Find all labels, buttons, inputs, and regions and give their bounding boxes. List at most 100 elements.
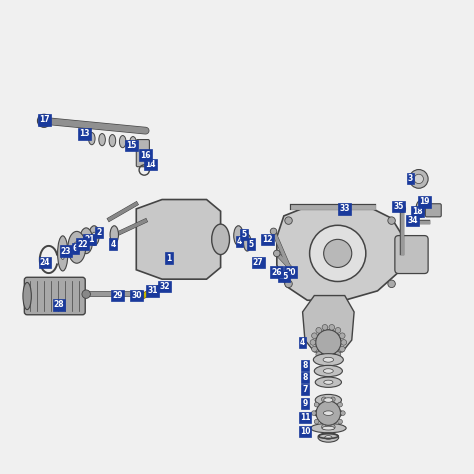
Text: 30: 30	[131, 291, 142, 300]
Circle shape	[311, 411, 316, 416]
Text: 22: 22	[77, 239, 88, 248]
Circle shape	[338, 419, 342, 424]
Circle shape	[410, 170, 428, 188]
Ellipse shape	[130, 137, 137, 149]
Polygon shape	[277, 207, 403, 300]
Text: 5: 5	[241, 230, 246, 239]
Text: 34: 34	[408, 216, 418, 225]
Text: 13: 13	[80, 129, 90, 138]
Text: 16: 16	[140, 151, 151, 160]
Text: 23: 23	[61, 246, 71, 255]
Circle shape	[273, 250, 280, 257]
Ellipse shape	[323, 357, 334, 362]
Circle shape	[398, 205, 406, 213]
Text: 11: 11	[300, 413, 310, 422]
Circle shape	[285, 217, 292, 224]
Circle shape	[311, 333, 317, 338]
Circle shape	[285, 280, 292, 288]
Text: 24: 24	[40, 258, 50, 267]
Text: 27: 27	[253, 258, 264, 267]
Ellipse shape	[73, 242, 81, 253]
Ellipse shape	[244, 234, 251, 251]
FancyBboxPatch shape	[425, 204, 441, 217]
Text: 20: 20	[286, 268, 296, 277]
Text: 4: 4	[110, 239, 116, 248]
Text: 8: 8	[302, 361, 308, 370]
Ellipse shape	[322, 426, 335, 430]
Text: 6: 6	[73, 244, 78, 253]
Polygon shape	[137, 200, 220, 279]
Circle shape	[339, 346, 345, 352]
Ellipse shape	[119, 136, 126, 148]
FancyBboxPatch shape	[137, 139, 149, 167]
Circle shape	[316, 352, 321, 357]
Circle shape	[340, 411, 345, 416]
Circle shape	[329, 325, 335, 330]
Circle shape	[388, 217, 395, 224]
Text: 4: 4	[300, 338, 305, 347]
Ellipse shape	[315, 394, 341, 406]
Ellipse shape	[323, 369, 333, 373]
Circle shape	[136, 291, 143, 298]
Text: 18: 18	[412, 207, 423, 216]
Circle shape	[316, 330, 341, 355]
Ellipse shape	[234, 226, 243, 246]
Circle shape	[338, 402, 342, 407]
Circle shape	[314, 419, 319, 424]
Ellipse shape	[23, 283, 31, 310]
Text: 17: 17	[40, 115, 50, 124]
Circle shape	[330, 425, 335, 429]
Ellipse shape	[315, 377, 341, 387]
Ellipse shape	[323, 411, 333, 415]
Text: 2: 2	[96, 228, 101, 237]
Ellipse shape	[310, 423, 346, 433]
Circle shape	[310, 339, 316, 345]
Text: 4: 4	[237, 237, 242, 246]
Ellipse shape	[110, 226, 118, 244]
Text: 7: 7	[302, 385, 308, 394]
Ellipse shape	[324, 380, 333, 384]
FancyBboxPatch shape	[395, 236, 428, 273]
Circle shape	[414, 174, 423, 183]
Ellipse shape	[89, 133, 95, 145]
Ellipse shape	[325, 436, 332, 439]
Ellipse shape	[324, 398, 333, 402]
Ellipse shape	[212, 224, 229, 255]
Text: 1: 1	[166, 254, 172, 263]
Text: 28: 28	[54, 301, 64, 310]
Ellipse shape	[89, 226, 99, 246]
Ellipse shape	[109, 135, 116, 147]
FancyBboxPatch shape	[24, 277, 85, 315]
Text: 9: 9	[302, 399, 308, 408]
Ellipse shape	[314, 408, 342, 419]
Ellipse shape	[318, 433, 338, 442]
Circle shape	[270, 228, 277, 235]
Circle shape	[311, 346, 317, 352]
Circle shape	[335, 328, 341, 333]
Text: 8: 8	[302, 373, 308, 382]
Ellipse shape	[68, 231, 86, 263]
Ellipse shape	[416, 201, 425, 217]
Text: 33: 33	[339, 204, 350, 213]
Ellipse shape	[99, 134, 105, 146]
Text: 3: 3	[408, 174, 413, 183]
Ellipse shape	[313, 354, 343, 366]
Circle shape	[82, 290, 91, 298]
Ellipse shape	[80, 228, 93, 254]
Circle shape	[341, 339, 346, 345]
Ellipse shape	[92, 232, 96, 239]
Circle shape	[330, 397, 335, 401]
Circle shape	[322, 325, 328, 330]
Circle shape	[321, 397, 326, 401]
Circle shape	[339, 333, 345, 338]
Circle shape	[138, 294, 144, 300]
Circle shape	[335, 352, 341, 357]
Text: 35: 35	[393, 202, 404, 211]
Text: 32: 32	[159, 282, 170, 291]
Ellipse shape	[314, 365, 342, 377]
Ellipse shape	[83, 236, 89, 245]
Circle shape	[322, 355, 328, 360]
Text: 12: 12	[262, 235, 273, 244]
Circle shape	[316, 401, 340, 425]
Circle shape	[310, 225, 366, 282]
